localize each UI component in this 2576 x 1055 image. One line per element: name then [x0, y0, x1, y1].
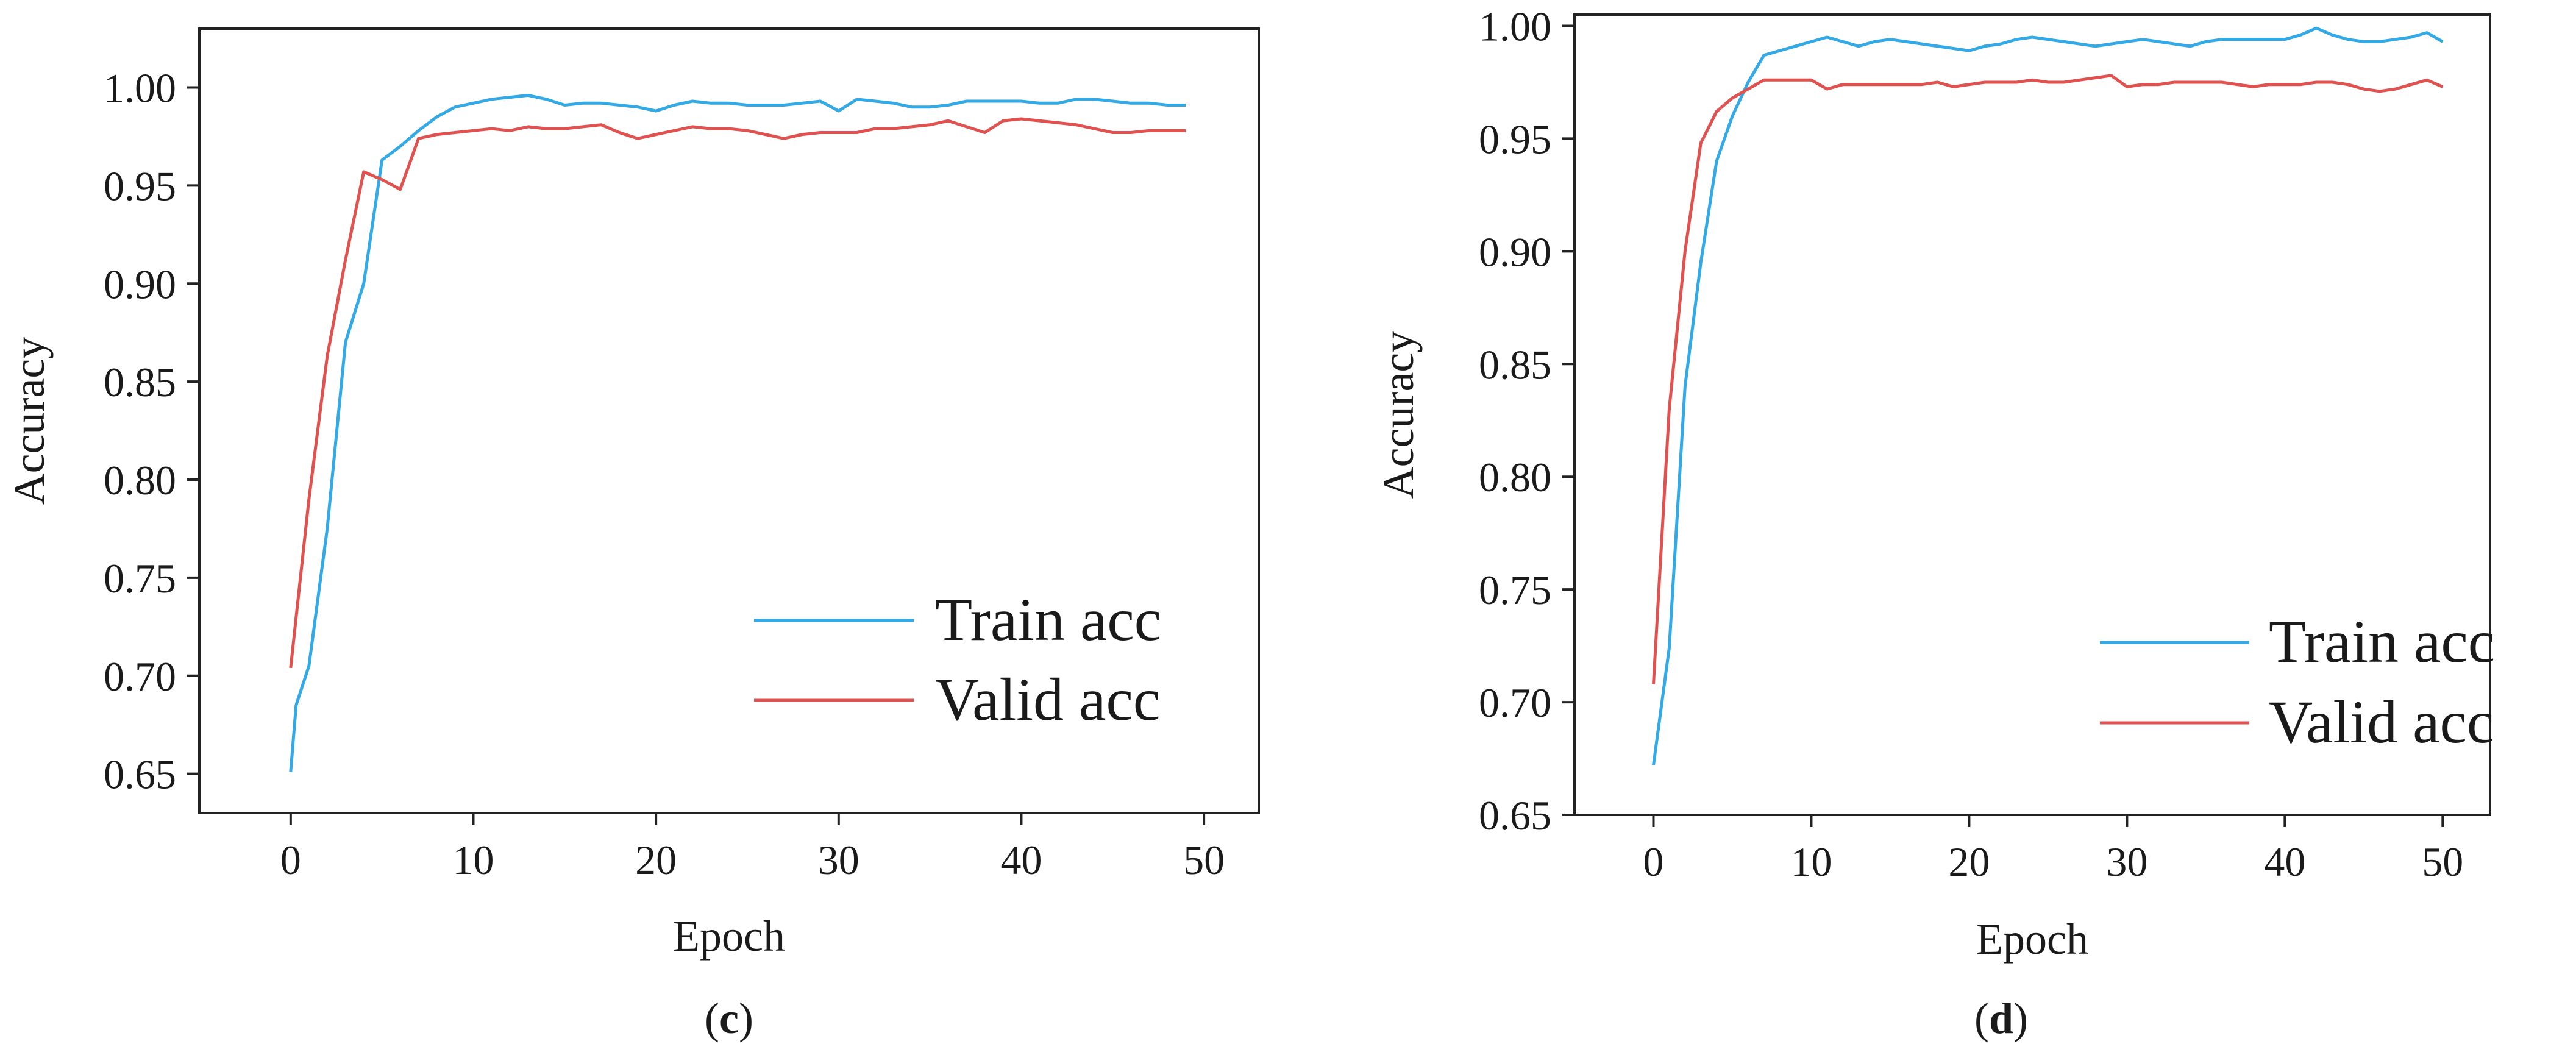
- x-tick-label: 10: [1790, 839, 1832, 885]
- y-axis-label: Accuracy: [5, 337, 54, 505]
- y-tick-label: 1.00: [104, 65, 176, 112]
- y-tick-label: 0.75: [1479, 567, 1551, 613]
- legend-label-valid-acc: Valid acc: [935, 666, 1160, 733]
- x-tick-label: 0: [280, 837, 301, 883]
- x-tick-label: 20: [1948, 839, 1990, 885]
- series-line-valid-acc: [1652, 74, 2444, 684]
- y-tick-label: 0.80: [1479, 454, 1551, 500]
- x-tick-label: 20: [635, 837, 677, 883]
- series-line-valid-acc: [289, 117, 1186, 669]
- y-tick-label: 0.95: [1479, 116, 1551, 162]
- legend-label-train-acc: Train acc: [935, 586, 1161, 653]
- panel-label: (c): [705, 994, 753, 1043]
- x-tick-label: 10: [452, 837, 494, 883]
- y-tick-label: 0.65: [104, 751, 176, 798]
- plot-frame: [198, 27, 1260, 814]
- chart-panel-d: 0 10 20 30 40 50 0.65 0.70 0.75 0.80 0.85 0.90 0.95 1…: [1374, 3, 2495, 1043]
- y-tick-label: 0.70: [1479, 680, 1551, 726]
- y-tick-label: 0.85: [104, 359, 176, 405]
- x-tick-label: 50: [2422, 839, 2463, 885]
- y-tick-label: 1.00: [1479, 3, 1551, 49]
- y-tick-label: 0.85: [1479, 341, 1551, 388]
- x-tick-label: 0: [1643, 839, 1663, 885]
- y-tick-label: 0.70: [104, 653, 176, 700]
- y-tick-label: 0.90: [1479, 229, 1551, 275]
- x-tick-label: 30: [2106, 839, 2147, 885]
- x-tick-label: 50: [1183, 837, 1225, 883]
- x-axis-label: Epoch: [1976, 915, 2088, 964]
- x-axis-label: Epoch: [673, 912, 785, 961]
- y-tick-label: 0.95: [104, 163, 176, 209]
- y-tick-label: 0.90: [104, 261, 176, 307]
- y-axis-label: Accuracy: [1374, 331, 1423, 499]
- legend-label-train-acc: Train acc: [2269, 608, 2495, 675]
- y-tick-label: 0.65: [1479, 792, 1551, 839]
- x-tick-label: 30: [818, 837, 859, 883]
- x-tick-label: 40: [1000, 837, 1042, 883]
- plot-frame: [1573, 13, 2491, 816]
- series-line-train-acc: [289, 93, 1186, 772]
- y-tick-label: 0.80: [104, 457, 176, 503]
- y-tick-label: 0.75: [104, 555, 176, 602]
- series-line-train-acc: [1652, 26, 2444, 765]
- x-tick-label: 40: [2264, 839, 2305, 885]
- panel-label: (d): [1974, 994, 2028, 1043]
- legend-label-valid-acc: Valid acc: [2269, 688, 2494, 756]
- chart-panel-c: 0 10 20 30 40 50 0.65 0.70 0.75 0.80 0.85 0.90 0.95 1…: [5, 27, 1260, 1043]
